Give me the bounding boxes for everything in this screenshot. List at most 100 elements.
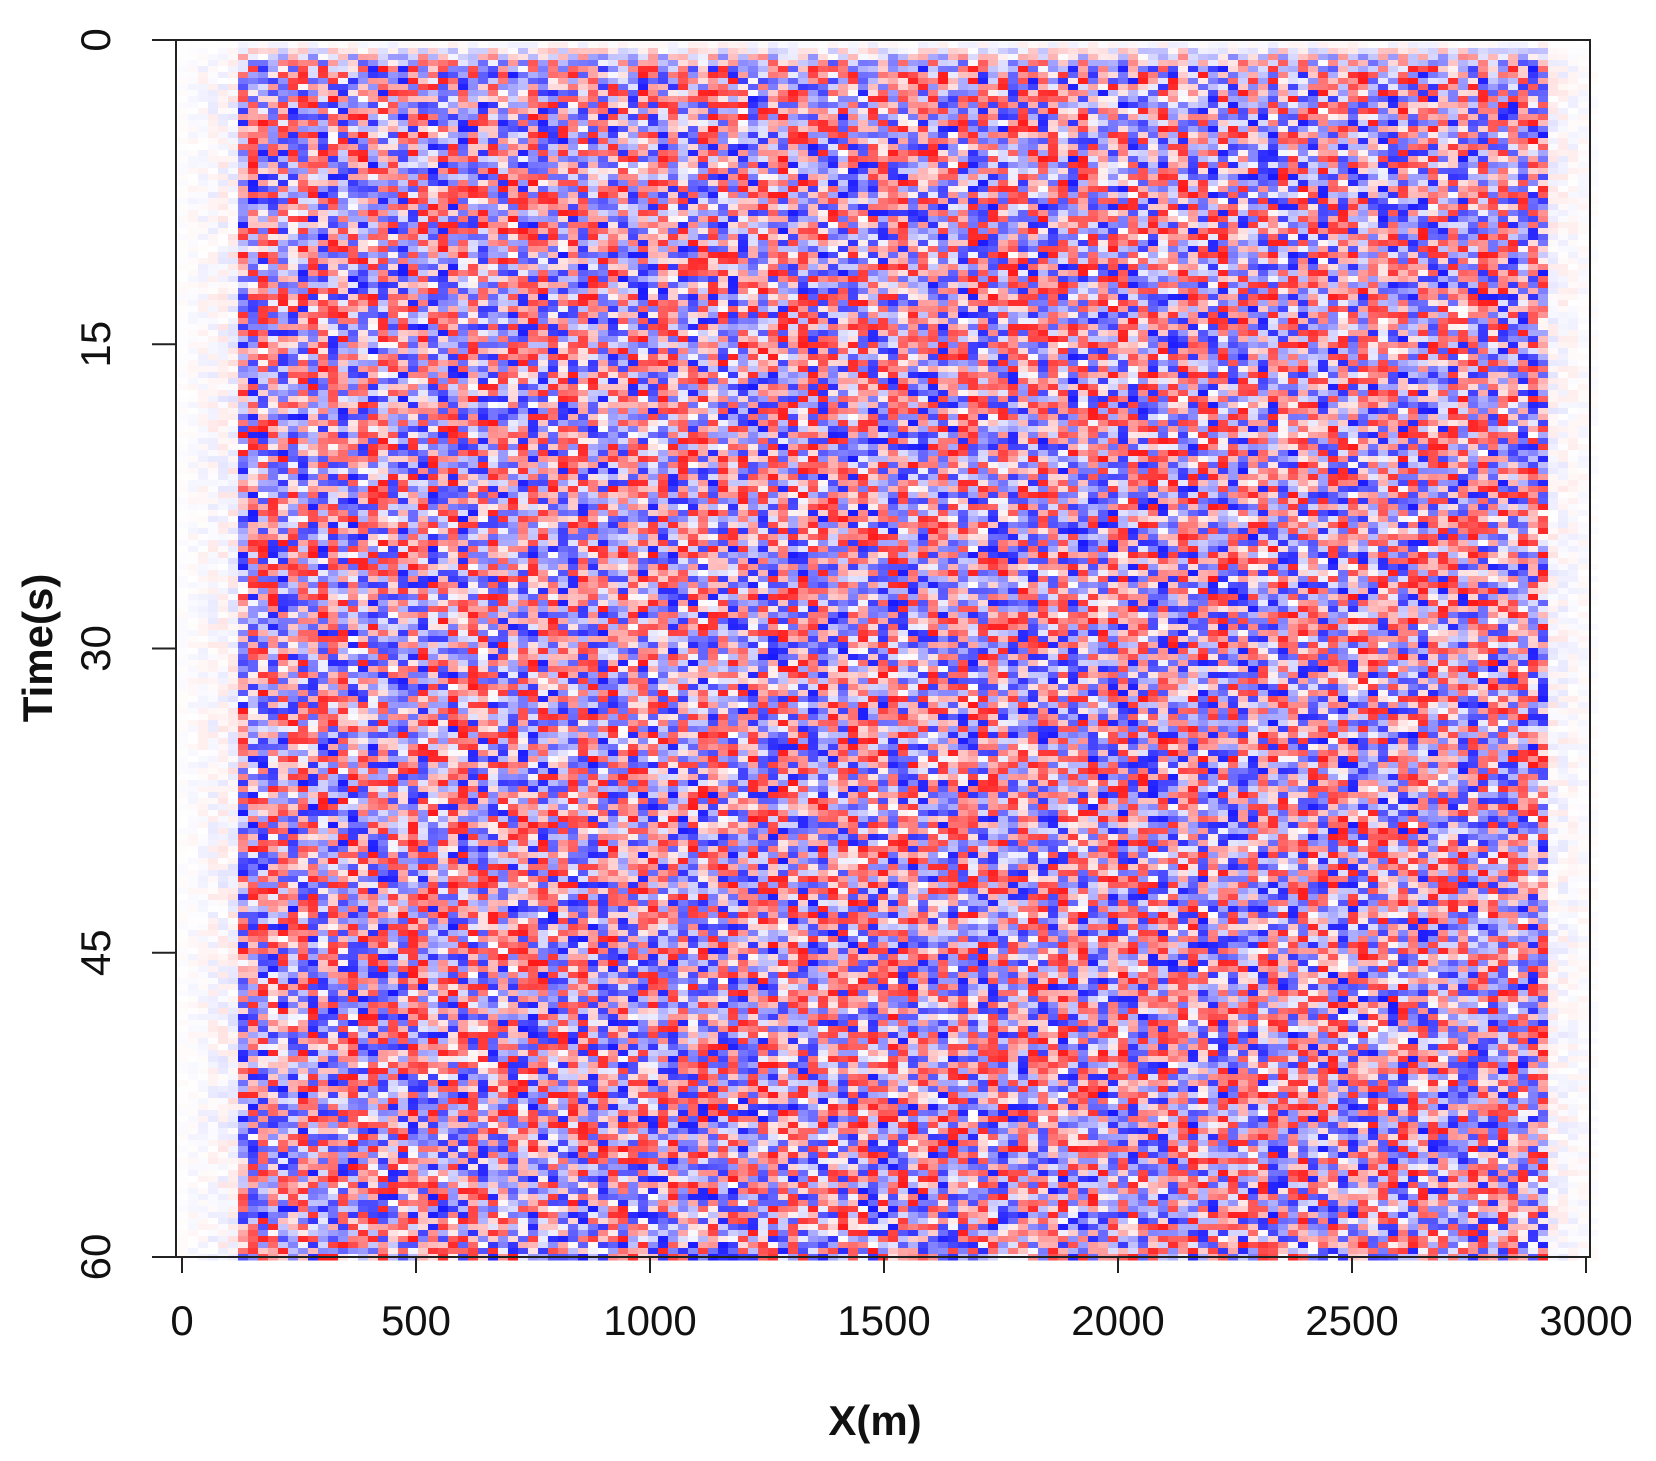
heatmap-cell — [798, 174, 809, 181]
heatmap-cell — [1368, 138, 1379, 145]
heatmap-cell — [1278, 42, 1289, 49]
heatmap-cell — [558, 84, 569, 91]
heatmap-cell — [1128, 210, 1139, 217]
heatmap-cell — [1438, 198, 1449, 205]
heatmap-cell — [1508, 144, 1519, 151]
heatmap-cell — [1338, 222, 1349, 229]
heatmap-cell — [1378, 144, 1389, 151]
heatmap-cell — [698, 144, 709, 151]
heatmap-cell — [1028, 138, 1039, 145]
heatmap-cell — [888, 114, 899, 121]
heatmap-cell — [188, 168, 199, 175]
heatmap-cell — [1298, 78, 1309, 85]
heatmap-cell — [1508, 78, 1519, 85]
heatmap-cell — [768, 186, 779, 193]
heatmap-cell — [1098, 216, 1109, 223]
heatmap-cell — [1578, 138, 1589, 145]
heatmap-cell — [218, 210, 229, 217]
heatmap-cell — [1188, 120, 1199, 127]
heatmap-cell — [868, 114, 879, 121]
heatmap-cell — [1358, 60, 1369, 67]
heatmap-cell — [438, 252, 449, 259]
heatmap-cell — [1008, 126, 1019, 133]
heatmap-cell — [1218, 144, 1229, 151]
heatmap-cell — [878, 198, 889, 205]
heatmap-cell — [1408, 72, 1419, 79]
heatmap-cell — [1208, 180, 1219, 187]
heatmap-cell — [348, 108, 359, 115]
heatmap-cell — [438, 216, 449, 223]
heatmap-cell — [1298, 108, 1309, 115]
heatmap-cell — [548, 72, 559, 79]
heatmap-cell — [598, 204, 609, 211]
heatmap-cell — [1468, 156, 1479, 163]
heatmap-cell — [438, 54, 449, 61]
heatmap-cell — [1098, 198, 1109, 205]
heatmap-cell — [618, 228, 629, 235]
heatmap-cell — [928, 126, 939, 133]
heatmap-cell — [908, 48, 919, 55]
heatmap-cell — [738, 132, 749, 139]
heatmap-cell — [1418, 174, 1429, 181]
heatmap-cell — [1078, 132, 1089, 139]
heatmap-cell — [818, 132, 829, 139]
heatmap-cell — [1388, 246, 1399, 253]
heatmap-cell — [708, 210, 719, 217]
heatmap-cell — [888, 234, 899, 241]
heatmap-cell — [748, 42, 759, 49]
heatmap-cell — [1238, 102, 1249, 109]
heatmap-cell — [748, 96, 759, 103]
heatmap-cell — [698, 60, 709, 67]
heatmap-cell — [458, 186, 469, 193]
heatmap-cell — [1048, 90, 1059, 97]
heatmap-cell — [178, 48, 189, 55]
heatmap-cell — [1408, 240, 1419, 247]
heatmap-cell — [1248, 150, 1259, 157]
heatmap-cell — [748, 66, 759, 73]
heatmap-cell — [618, 48, 629, 55]
heatmap-cell — [1388, 156, 1399, 163]
heatmap-cell — [1168, 228, 1179, 235]
heatmap-cell — [888, 222, 899, 229]
heatmap-cell — [818, 210, 829, 217]
heatmap-cell — [568, 192, 579, 199]
heatmap-cell — [928, 114, 939, 121]
heatmap-cell — [1388, 120, 1399, 127]
heatmap-cell — [368, 162, 379, 169]
heatmap-cell — [1338, 96, 1349, 103]
heatmap-cell — [898, 126, 909, 133]
heatmap-cell — [458, 162, 469, 169]
heatmap-cell — [848, 156, 859, 163]
heatmap-cell — [818, 228, 829, 235]
heatmap-cell — [628, 132, 639, 139]
heatmap-cell — [308, 168, 319, 175]
heatmap-cell — [908, 198, 919, 205]
heatmap-cell — [1298, 96, 1309, 103]
heatmap-cell — [1438, 66, 1449, 73]
heatmap-cell — [578, 102, 589, 109]
heatmap-cell — [798, 240, 809, 247]
heatmap-cell — [388, 60, 399, 67]
heatmap-cell — [278, 72, 289, 79]
heatmap-cell — [428, 132, 439, 139]
heatmap-cell — [728, 222, 739, 229]
heatmap-cell — [1448, 42, 1459, 49]
heatmap-cell — [498, 234, 509, 241]
heatmap-cell — [1358, 156, 1369, 163]
heatmap-cell — [1328, 60, 1339, 67]
heatmap-cell — [258, 84, 269, 91]
heatmap-cell — [1578, 216, 1589, 223]
heatmap-cell — [1428, 150, 1439, 157]
heatmap-cell — [908, 150, 919, 157]
heatmap-cell — [778, 198, 789, 205]
heatmap-cell — [388, 42, 399, 49]
heatmap-cell — [438, 198, 449, 205]
heatmap-cell — [488, 54, 499, 61]
heatmap-cell — [1438, 48, 1449, 55]
heatmap-cell — [988, 228, 999, 235]
heatmap-cell — [1138, 60, 1149, 67]
heatmap-cell — [258, 72, 269, 79]
heatmap-cell — [988, 198, 999, 205]
heatmap-cell — [1048, 96, 1059, 103]
heatmap-cell — [1158, 162, 1169, 169]
